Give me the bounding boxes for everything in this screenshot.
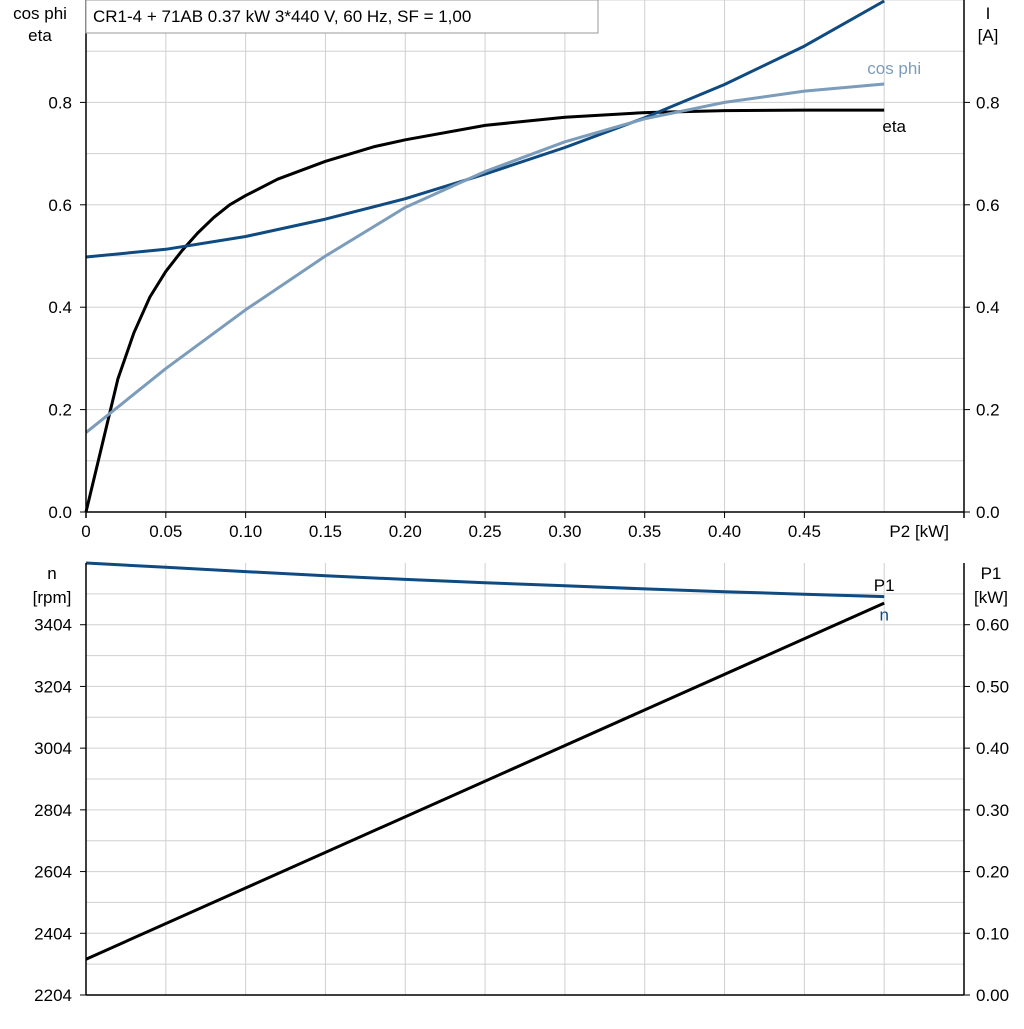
x-tick-label: 0.15 <box>309 522 342 541</box>
y-tick-label-right: 0.2 <box>976 401 1000 420</box>
y-axis-label-right-line2: [kW] <box>974 588 1008 607</box>
series-eta-line <box>84 108 885 513</box>
text-layer: 0 0.05 0.10 0.15 0.20 0.25 0.30 0.35 0.40 0.45 P2 … <box>13 4 1009 1005</box>
y-axis-label-right-line2: [A] <box>978 26 999 45</box>
y-tick-label-right: 0.0 <box>976 503 1000 522</box>
y-tick-label-left: 2604 <box>34 863 72 882</box>
x-tick-label: 0.20 <box>389 522 422 541</box>
y-tick-label-right: 0.6 <box>976 196 1000 215</box>
grid-layer <box>86 0 964 995</box>
y-tick-label-right: 0.00 <box>976 986 1009 1005</box>
series-i-line <box>85 0 885 259</box>
y-axis-label-left-line1: cos phi <box>13 4 67 23</box>
x-tick-label: 0.45 <box>788 522 821 541</box>
y-tick-label-left: 0.4 <box>48 298 72 317</box>
y-tick-label-right: 0.50 <box>976 677 1009 696</box>
y-tick-label-left: 3404 <box>34 616 72 635</box>
series-n-line <box>85 561 885 599</box>
series-p1-line <box>85 601 885 961</box>
x-tick-label: 0.10 <box>229 522 262 541</box>
y-tick-label-left: 0.8 <box>48 93 72 112</box>
y-tick-label-left: 2804 <box>34 801 72 820</box>
y-tick-label-left: 2204 <box>34 986 72 1005</box>
y-tick-label-left: 2404 <box>34 924 72 943</box>
x-tick-label: 0.35 <box>628 522 661 541</box>
y-axis-label-left-line1: n <box>47 564 56 583</box>
y-tick-label-right: 0.40 <box>976 739 1009 758</box>
series-layer <box>84 0 885 961</box>
y-tick-label-right: 0.60 <box>976 616 1009 635</box>
x-tick-label: 0.25 <box>469 522 502 541</box>
y-tick-label-right: 0.20 <box>976 863 1009 882</box>
y-tick-label-left: 3204 <box>34 677 72 696</box>
y-axis-label-left-line2: eta <box>28 26 52 45</box>
y-tick-label-left: 0.0 <box>48 503 72 522</box>
y-tick-label-left: 3004 <box>34 739 72 758</box>
series-label-cos-phi: cos phi <box>867 59 921 78</box>
series-label-eta: eta <box>882 117 906 136</box>
chart-title: CR1-4 + 71AB 0.37 kW 3*440 V, 60 Hz, SF … <box>93 7 471 26</box>
y-axis-label-right-line1: I <box>986 4 991 23</box>
axes-layer <box>80 0 970 996</box>
x-axis-label: P2 [kW] <box>889 522 949 541</box>
y-tick-label-right: 0.4 <box>976 298 1000 317</box>
chart-title-box: CR1-4 + 71AB 0.37 kW 3*440 V, 60 Hz, SF … <box>85 0 599 34</box>
x-tick-label: 0.30 <box>548 522 581 541</box>
series-label-p1: P1 <box>874 576 895 595</box>
x-tick-label: 0.40 <box>708 522 741 541</box>
y-tick-label-left: 0.6 <box>48 196 72 215</box>
y-axis-label-left-line2: [rpm] <box>33 588 72 607</box>
series-cos-phi-line <box>85 82 885 434</box>
x-tick-label: 0 <box>81 522 90 541</box>
y-tick-label-right: 0.10 <box>976 924 1009 943</box>
x-tick-label: 0.05 <box>149 522 182 541</box>
y-tick-label-left: 0.2 <box>48 401 72 420</box>
y-tick-label-right: 0.8 <box>976 93 1000 112</box>
y-tick-label-right: 0.30 <box>976 801 1009 820</box>
y-axis-label-right-line1: P1 <box>981 564 1002 583</box>
series-label-n: n <box>879 606 888 625</box>
